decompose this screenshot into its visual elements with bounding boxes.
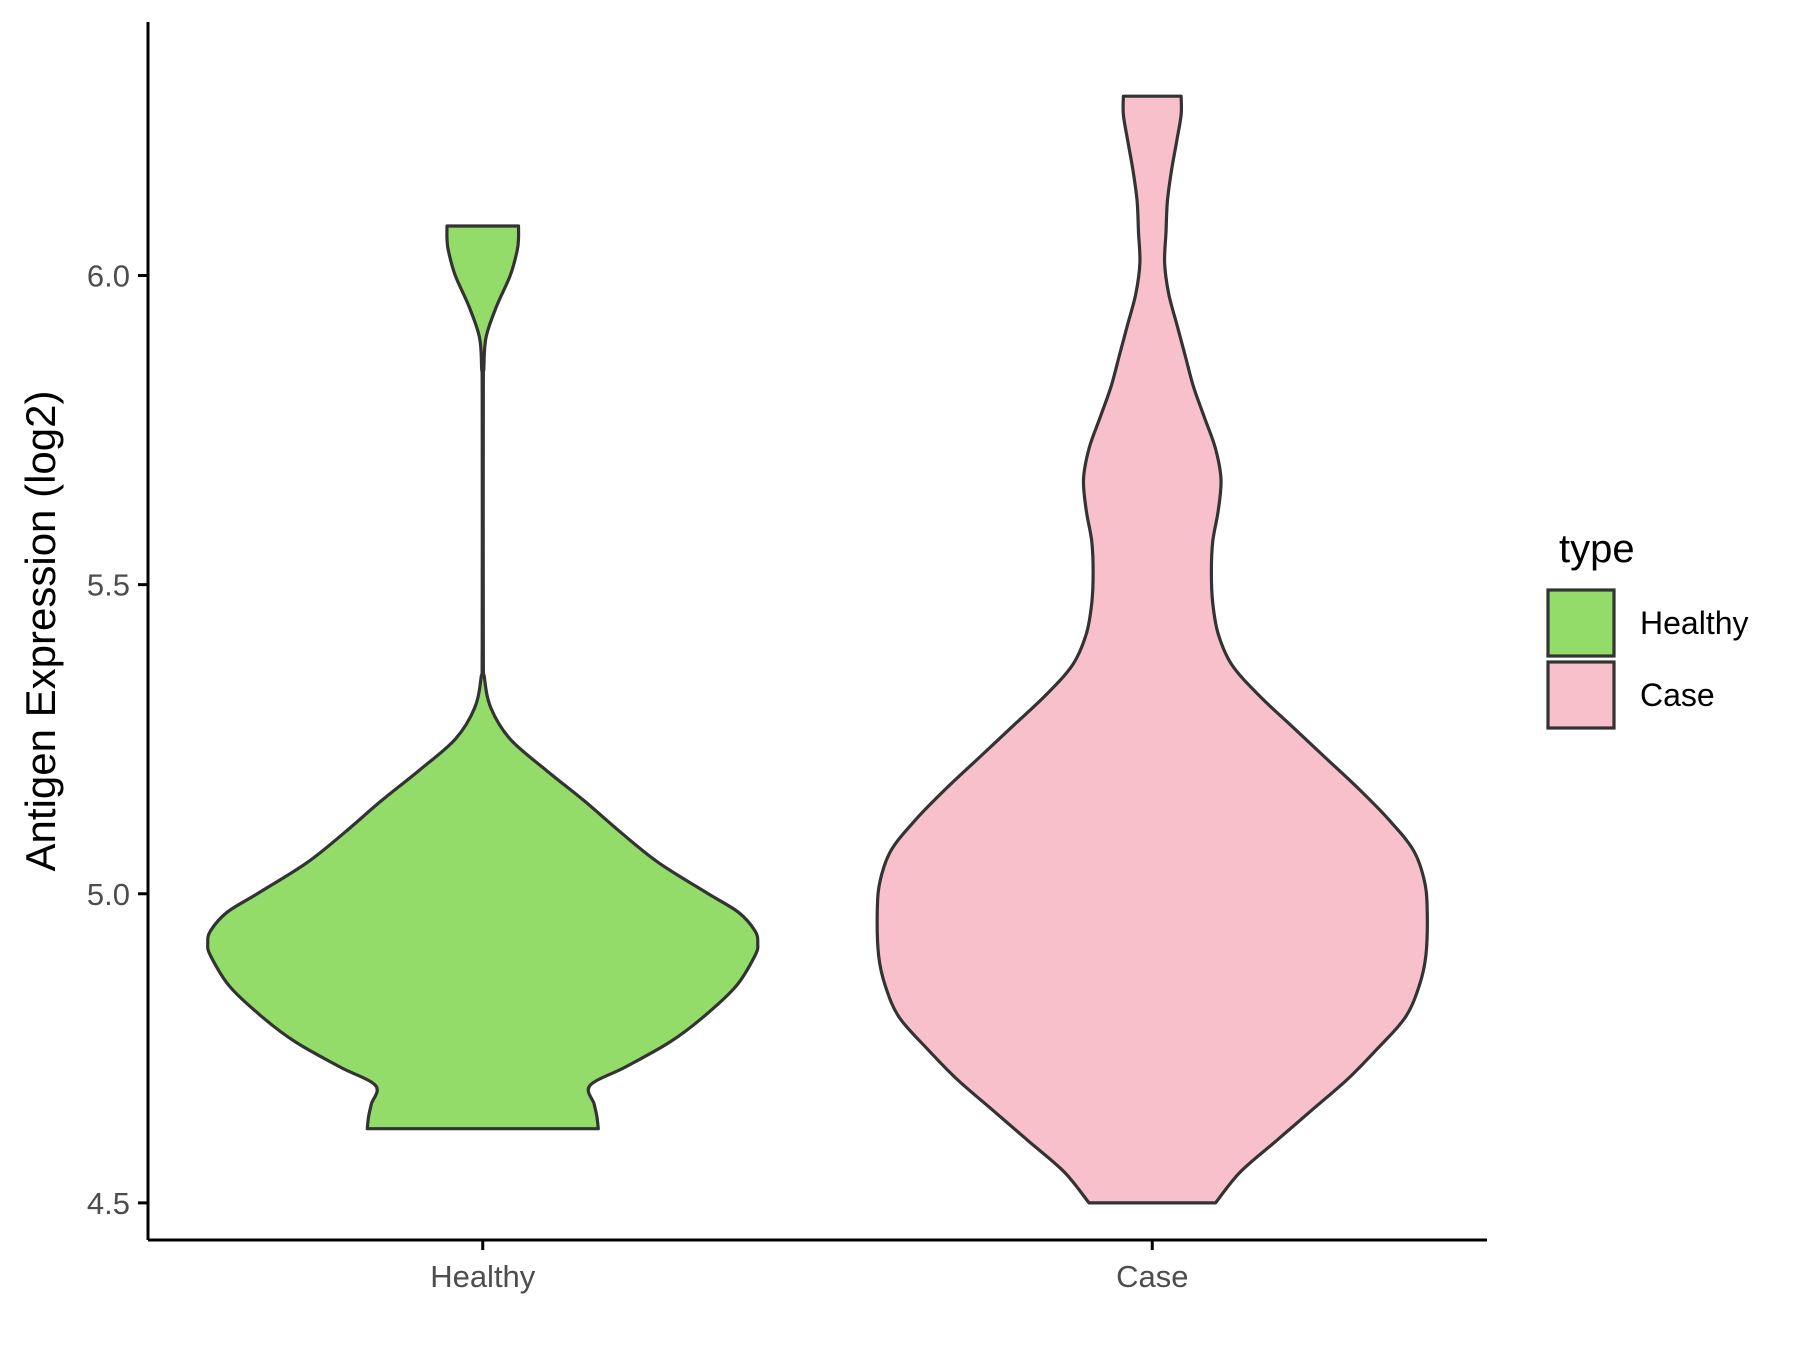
legend-label-healthy: Healthy [1640,605,1749,641]
violin-case [875,94,1429,1205]
legend-swatch-case [1546,660,1616,730]
x-tick-label: Case [1116,1259,1188,1294]
x-tick-label: Healthy [430,1259,536,1294]
violin-healthy [206,224,760,1131]
y-tick-label: 5.5 [87,568,130,603]
y-tick-label: 5.0 [87,877,130,912]
legend-title: type [1559,527,1635,571]
x-axis-ticks: Healthy Case [430,1240,1188,1294]
legend: type Healthy Case [1546,527,1749,730]
y-axis-title: Antigen Expression (log2) [17,391,64,872]
violin-layer [206,94,1429,1205]
y-axis-ticks: 4.5 5.0 5.5 6.0 [87,258,148,1221]
legend-entries: Healthy Case [1546,588,1749,730]
legend-label-case: Case [1640,677,1715,713]
y-tick-label: 6.0 [87,258,130,293]
y-tick-label: 4.5 [87,1186,130,1221]
legend-swatch-healthy [1546,588,1616,658]
